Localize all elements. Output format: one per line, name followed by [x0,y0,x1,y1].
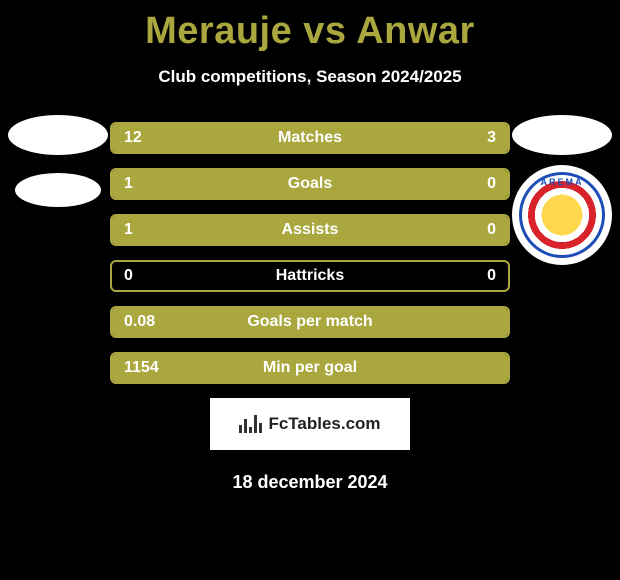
stat-row-assists: 1 Assists 0 [110,214,510,246]
player-left-badge [8,115,108,245]
club-left-logo-placeholder [15,173,101,207]
stat-label: Assists [112,221,508,239]
stat-row-min-per-goal: 1154 Min per goal [110,352,510,384]
stat-value-right: 0 [487,267,496,285]
stat-row-goals-per-match: 0.08 Goals per match [110,306,510,338]
fctables-text: FcTables.com [268,414,380,434]
stat-value-right: 0 [487,175,496,193]
club-right-logo-text: AREMA [541,177,584,187]
stat-label: Matches [112,129,508,147]
stat-label: Hattricks [112,267,508,285]
fctables-watermark: FcTables.com [210,398,410,450]
player-left-avatar-placeholder [8,115,108,155]
player-right-badge: AREMA [512,115,612,245]
club-right-logo-inner: AREMA [519,172,605,258]
club-right-logo: AREMA [512,165,612,265]
stats-container: 12 Matches 3 1 Goals 0 1 Assists 0 0 Hat… [110,122,510,493]
stat-label: Min per goal [112,359,508,377]
stat-row-hattricks: 0 Hattricks 0 [110,260,510,292]
stat-value-right: 3 [487,129,496,147]
player-right-avatar-placeholder [512,115,612,155]
page-title: Merauje vs Anwar [0,0,620,53]
stat-label: Goals per match [112,313,508,331]
stat-value-right: 0 [487,221,496,239]
stat-row-goals: 1 Goals 0 [110,168,510,200]
subtitle: Club competitions, Season 2024/2025 [0,67,620,87]
stat-label: Goals [112,175,508,193]
fctables-bars-icon [239,415,262,433]
date-label: 18 december 2024 [110,472,510,493]
stat-row-matches: 12 Matches 3 [110,122,510,154]
